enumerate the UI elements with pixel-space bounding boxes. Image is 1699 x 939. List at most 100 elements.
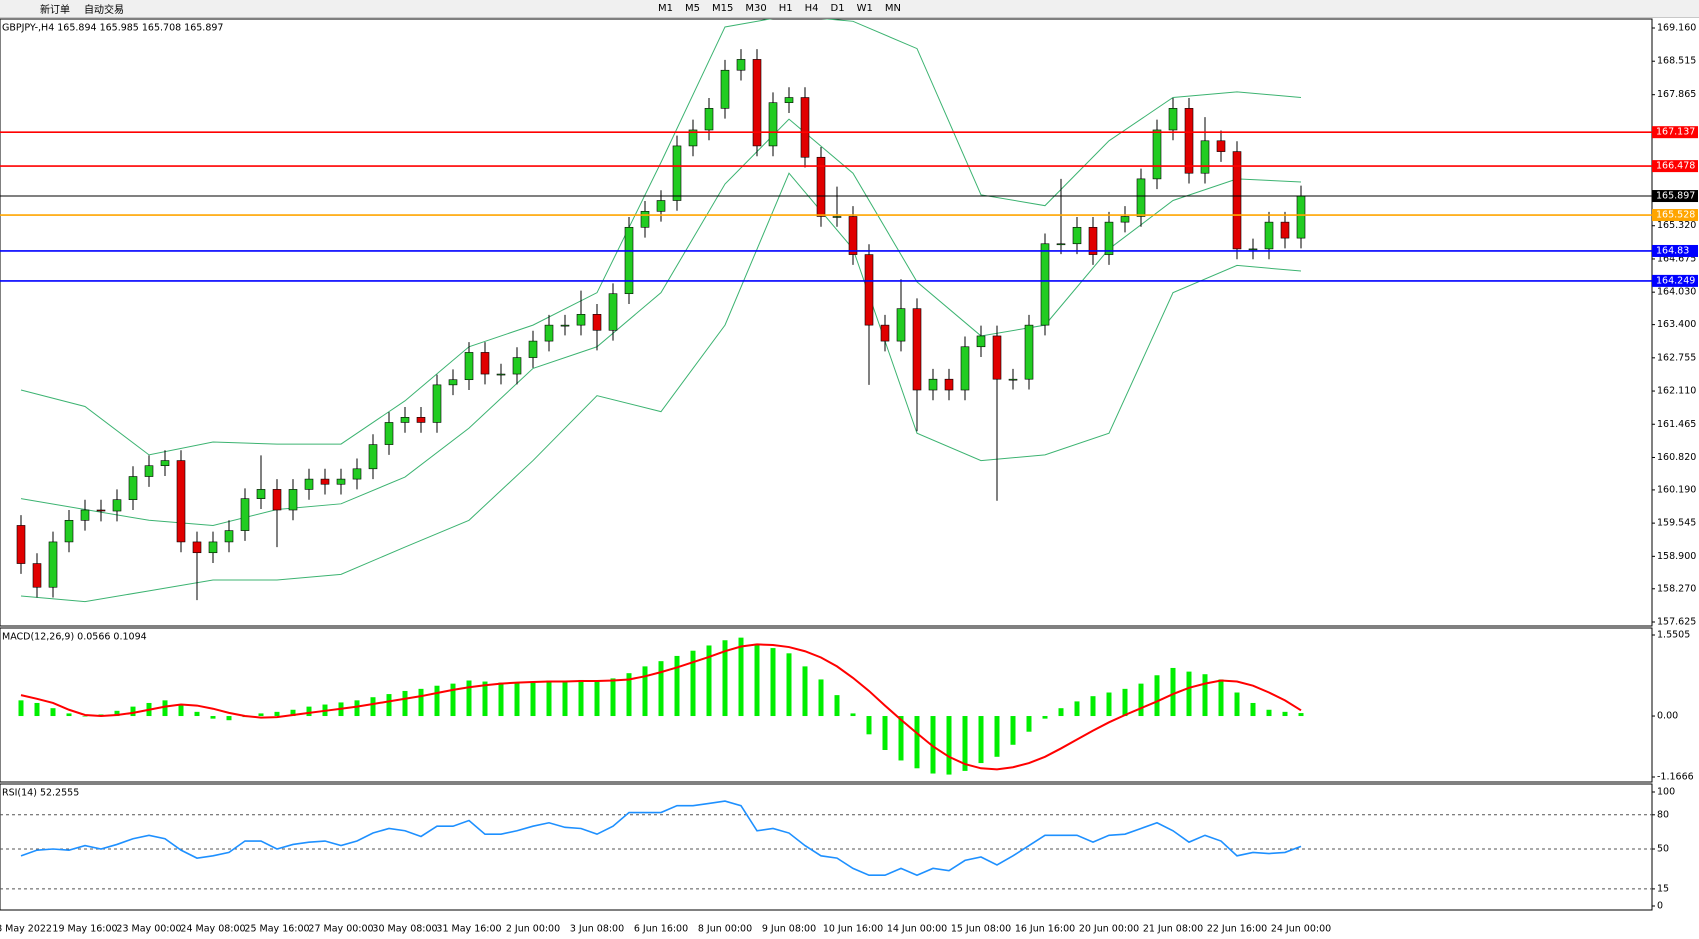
candle-body <box>368 444 378 470</box>
candle-body <box>48 541 58 588</box>
candle-body <box>96 509 106 512</box>
price-label: 167.137 <box>1656 127 1695 138</box>
timeframe-button[interactable]: M5 <box>685 3 700 14</box>
macd-bar <box>978 716 984 764</box>
macd-bar <box>1298 713 1304 717</box>
timeframe-button[interactable]: MN <box>884 3 901 14</box>
macd-bar <box>1218 679 1224 717</box>
y-tick-label: 100 <box>1657 787 1675 798</box>
candle-body <box>1296 195 1306 239</box>
timeframes: M1 M5 M15 M30 H1 H4 D1 W1 MN <box>658 3 901 14</box>
candle-body <box>304 478 314 490</box>
macd-bar <box>658 661 664 717</box>
macd-bar <box>786 653 792 717</box>
y-tick-label: 164.675 <box>1657 253 1696 264</box>
candle-body <box>272 489 282 511</box>
candle-body <box>512 357 522 375</box>
macd-bar <box>898 716 904 761</box>
macd-bar <box>1026 716 1032 732</box>
candle-body <box>176 460 186 543</box>
candle-body <box>112 499 122 512</box>
timeframe-button[interactable]: H4 <box>804 3 819 14</box>
macd-bar <box>1266 709 1272 717</box>
y-tick-label: 169.160 <box>1657 23 1696 34</box>
y-tick-label: 160.190 <box>1657 484 1696 495</box>
candle-body <box>352 468 362 480</box>
macd-bar <box>386 694 392 717</box>
macd-bar <box>210 716 216 719</box>
candle-body <box>688 129 698 147</box>
macd-bar <box>498 682 504 717</box>
y-tick-label: 163.400 <box>1657 319 1696 330</box>
candle-body <box>480 352 490 375</box>
candle-body <box>928 378 938 391</box>
candle-body <box>496 373 506 376</box>
macd-bar <box>194 711 200 717</box>
timeframe-button[interactable]: D1 <box>830 3 845 14</box>
candle-body <box>592 314 602 331</box>
toolbar-button[interactable]: 自动交易 <box>84 5 124 16</box>
macd-bar <box>178 704 184 717</box>
macd-bar <box>994 716 1000 757</box>
macd-bar <box>706 645 712 717</box>
y-tick-label: 1.5505 <box>1657 630 1690 641</box>
x-tick-label: 2 Jun 00:00 <box>506 924 560 935</box>
rsi-line <box>20 800 1302 877</box>
timeframe-button[interactable]: M15 <box>712 3 734 14</box>
candle-body <box>608 293 618 331</box>
macd-bar <box>914 716 920 769</box>
macd-bar <box>1154 675 1160 717</box>
price-label-box <box>1652 160 1698 173</box>
candle-body <box>640 211 650 228</box>
x-tick-label: 10 Jun 16:00 <box>823 924 883 935</box>
y-tick-label: 164.030 <box>1657 287 1696 298</box>
macd-bar <box>642 666 648 717</box>
candle-body <box>784 97 794 103</box>
y-tick-label: 162.755 <box>1657 352 1696 363</box>
x-tick-label: 22 Jun 16:00 <box>1207 924 1267 935</box>
x-tick-label: 24 Jun 00:00 <box>1271 924 1331 935</box>
candle-body <box>160 460 170 467</box>
macd-bar <box>882 716 888 751</box>
macd-bar <box>1074 701 1080 717</box>
timeframe-button[interactable]: W1 <box>856 3 873 14</box>
y-tick-label: 161.465 <box>1657 419 1696 430</box>
candle-body <box>1168 108 1178 131</box>
candle-body <box>32 563 42 588</box>
candle-body <box>144 465 154 477</box>
macd-bar <box>354 700 360 717</box>
candle-body <box>672 145 682 201</box>
y-tick-label: 80 <box>1657 809 1669 820</box>
macd-bar <box>82 716 88 717</box>
toolbar-button[interactable]: 新订单 <box>40 5 70 16</box>
x-tick-label: 27 May 00:00 <box>308 924 373 935</box>
candle-body <box>208 541 218 554</box>
candle-body <box>64 519 74 543</box>
candle-body <box>192 541 202 554</box>
candle-body <box>432 384 442 423</box>
macd-bar <box>770 648 776 717</box>
x-tick-label: 14 Jun 00:00 <box>887 924 947 935</box>
y-tick-label: 157.625 <box>1657 617 1696 628</box>
macd-bar <box>610 678 616 717</box>
timeframe-button[interactable]: H1 <box>778 3 793 14</box>
candle-body <box>1056 243 1066 246</box>
timeframe-button[interactable]: M30 <box>745 3 767 14</box>
candle-body <box>544 324 554 342</box>
candle-body <box>912 308 922 391</box>
candle-body <box>240 498 250 531</box>
x-tick-label: 3 Jun 08:00 <box>570 924 624 935</box>
candle-body <box>400 417 410 423</box>
timeframe-button[interactable]: M1 <box>658 3 673 14</box>
toolbar: 新订单 自动交易 M1 M5 M15 M30 H1 H4 D1 W1 MN <box>0 0 1699 18</box>
macd-bar <box>1250 702 1256 717</box>
x-tick-label: 9 Jun 08:00 <box>762 924 816 935</box>
y-tick-label: 158.900 <box>1657 551 1696 562</box>
candle-body <box>1008 378 1018 381</box>
panel-title: MACD(12,26,9) 0.0566 0.1094 <box>2 632 147 643</box>
macd-bar <box>274 711 280 717</box>
macd-bar <box>690 650 696 717</box>
panel-title: RSI(14) 52.2555 <box>2 788 79 799</box>
